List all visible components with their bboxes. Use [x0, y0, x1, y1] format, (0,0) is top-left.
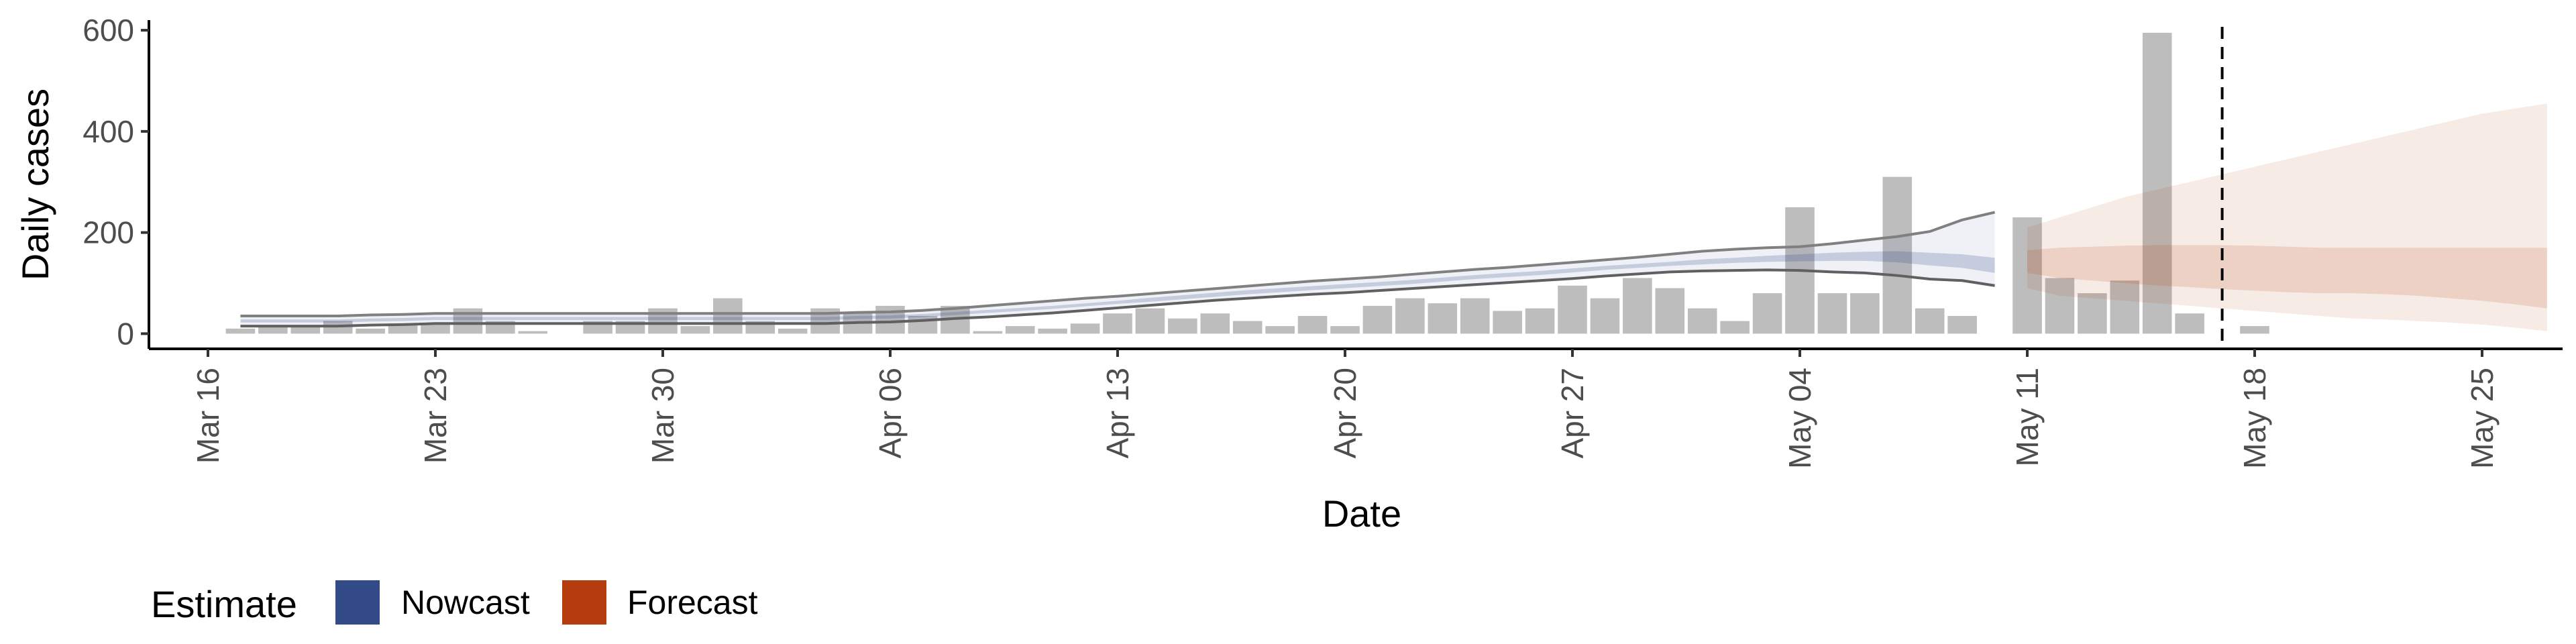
x-tick-label: May 25: [2465, 368, 2500, 469]
legend-swatch-forecast: [562, 580, 606, 625]
case-bar: [2142, 32, 2172, 334]
case-bar: [2045, 278, 2075, 334]
forecast-ribbon-90: [2027, 103, 2547, 331]
case-bar: [1850, 293, 1880, 334]
y-tick-label: 600: [83, 13, 134, 48]
case-bar: [1232, 321, 1263, 334]
legend: Estimate Nowcast Forecast: [151, 580, 758, 625]
case-bar: [1493, 311, 1522, 334]
legend-label-nowcast: Nowcast: [401, 584, 530, 621]
case-bar: [1200, 313, 1230, 334]
x-tick-label: Apr 20: [1328, 368, 1362, 459]
x-tick-label: Mar 23: [418, 368, 453, 464]
case-bar: [1395, 298, 1425, 334]
case-bar: [1005, 326, 1035, 334]
case-bar: [1038, 328, 1067, 334]
case-bar: [973, 331, 1003, 334]
case-bar: [1330, 326, 1360, 334]
estimate-ribbons: [240, 103, 2547, 331]
case-bar: [2175, 313, 2204, 334]
case-bar: [1103, 313, 1132, 334]
forecast-ribbon-50: [2027, 245, 2547, 309]
case-bar: [1135, 308, 1165, 334]
case-bar: [258, 326, 288, 334]
case-bar: [1817, 293, 1847, 334]
x-axis-title: Date: [1322, 492, 1401, 535]
case-bar: [225, 328, 256, 334]
x-tick-label: Apr 13: [1100, 368, 1135, 459]
nowcast-lower-line: [240, 268, 1995, 328]
case-bar: [356, 328, 385, 334]
case-bar: [421, 323, 450, 334]
case-bar: [2240, 326, 2269, 334]
y-tick-label: 200: [83, 215, 134, 250]
case-bar: [1428, 303, 1458, 334]
case-bar: [1070, 323, 1100, 334]
x-tick-label: Mar 16: [191, 368, 225, 464]
case-bar: [1655, 288, 1685, 334]
case-bar: [1947, 316, 1977, 334]
case-bar: [2078, 293, 2107, 334]
case-bar: [2110, 280, 2140, 334]
legend-swatch-nowcast: [335, 580, 380, 625]
x-tick-label: Apr 27: [1555, 368, 1590, 459]
case-bar: [680, 326, 710, 334]
case-bar: [1915, 308, 1945, 334]
case-bar: [1590, 298, 1620, 334]
case-bar: [518, 331, 548, 334]
case-bar: [1297, 316, 1328, 334]
x-tick-label: May 18: [2237, 368, 2272, 469]
estimate-lines: [240, 211, 1996, 328]
case-bar: [1720, 321, 1750, 334]
nowcast-ribbon-50: [240, 251, 1995, 323]
case-bar: [2012, 217, 2042, 334]
case-bar: [1882, 176, 1913, 334]
case-bar: [1525, 308, 1555, 334]
x-tick-label: May 11: [2010, 368, 2045, 466]
case-bar: [1752, 293, 1782, 334]
legend-title: Estimate: [151, 583, 297, 625]
case-bar: [1687, 308, 1717, 334]
case-bar: [388, 323, 418, 334]
y-tick-label: 400: [83, 114, 134, 149]
case-bar: [713, 298, 743, 334]
nowcast-upper-line: [240, 211, 1996, 317]
y-tick-label: 0: [117, 316, 134, 351]
y-axis-title: Daily cases: [14, 89, 56, 280]
case-bar: [1168, 318, 1197, 334]
case-bar: [777, 328, 808, 334]
axes: 0 200 400 600 Mar 16 Mar 23 Mar 30 Apr 06 Apr 13…: [83, 13, 2563, 469]
case-bar: [1460, 298, 1490, 334]
case-bar: [1623, 278, 1652, 334]
legend-label-forecast: Forecast: [627, 584, 758, 621]
case-bar: [1558, 285, 1587, 334]
x-tick-label: Apr 06: [873, 368, 908, 459]
case-bar: [1362, 305, 1393, 334]
x-tick-label: May 04: [1782, 368, 1817, 469]
x-tick-label: Mar 30: [645, 368, 680, 464]
case-bar: [290, 326, 321, 334]
case-bar: [1265, 326, 1295, 334]
